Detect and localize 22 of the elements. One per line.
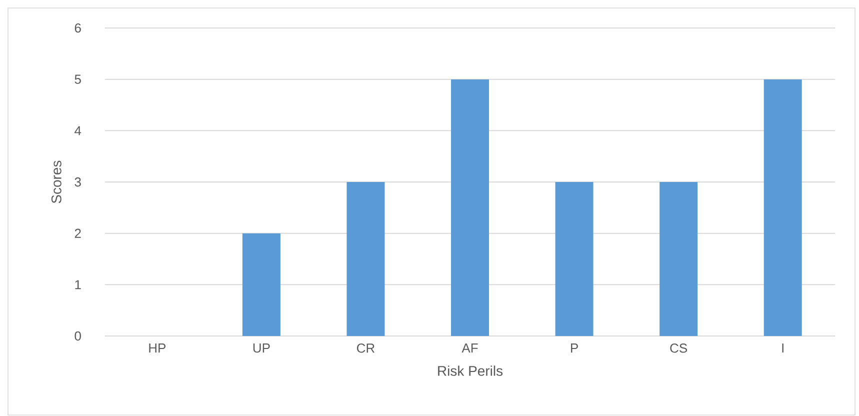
x-tick-label: UP [253,344,270,353]
y-tick-label: 6 [74,23,81,33]
bar [764,79,802,336]
bar [346,182,385,336]
bar [660,182,698,336]
y-tick-label: 1 [75,280,81,290]
bar [242,233,280,336]
y-tick-label: 2 [74,228,81,238]
x-tick-label: I [782,344,784,352]
x-tick-label: CR [356,344,374,353]
x-tick-label: HP [149,344,166,352]
x-tick-label: AF [462,344,478,352]
x-tick-label: P [571,344,578,352]
y-tick-label: 4 [74,126,82,136]
y-tick-label: 0 [74,331,81,341]
y-tick-label: 3 [74,177,81,187]
x-tick-label: CS [670,344,688,353]
bar [555,182,594,336]
bar [451,79,489,336]
y-tick-label: 5 [74,74,81,84]
x-axis-title: Risk Perils [438,366,503,376]
y-axis-title: Scores [51,160,62,204]
